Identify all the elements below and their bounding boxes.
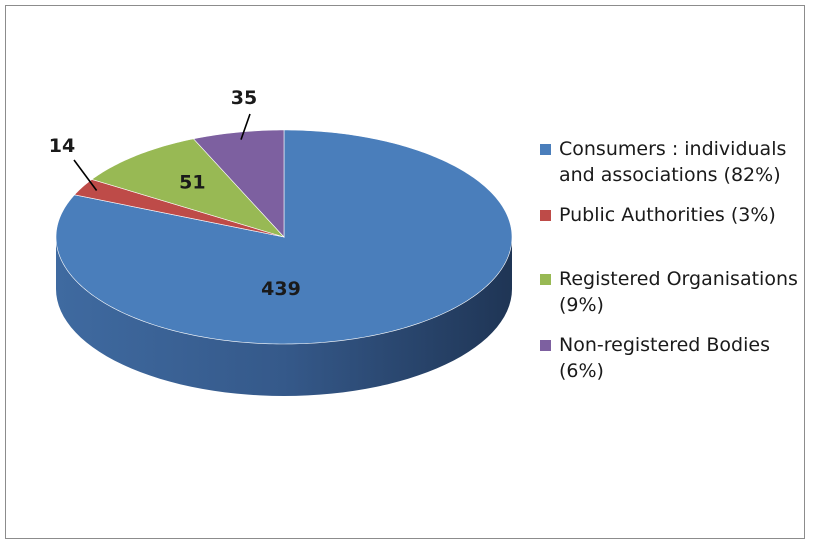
legend-swatch-registered-organisations — [540, 274, 551, 285]
legend-label-registered-organisations: Registered Organisations (9%) — [559, 268, 798, 316]
pie-slice-registered-organisations — [91, 138, 285, 238]
legend-swatch-non-registered-bodies — [540, 340, 551, 351]
leader-line-non-registered-bodies — [240, 113, 251, 140]
legend-swatch-consumers — [540, 144, 551, 155]
pie-labels: 439 14 51 35 — [49, 87, 301, 300]
pie-slice-non-registered-bodies — [192, 129, 285, 238]
pie-side-consumers — [56, 237, 512, 396]
pie-leaders — [73, 113, 251, 191]
data-label-registered-organisations: 51 — [179, 172, 205, 194]
legend-label-public-authorities: Public Authorities (3%) — [559, 204, 776, 226]
legend-swatch-public-authorities — [540, 210, 551, 221]
data-label-public-authorities: 14 — [49, 135, 75, 157]
legend-label-consumers: Consumers : individuals and associations… — [559, 138, 787, 186]
legend-item-non-registered-bodies: Non-registered Bodies (6%) — [540, 332, 802, 384]
legend-item-consumers: Consumers : individuals and associations… — [540, 136, 802, 188]
data-label-non-registered-bodies: 35 — [231, 87, 257, 109]
pie-side — [56, 237, 512, 396]
legend-item-public-authorities: Public Authorities (3%) — [540, 202, 802, 228]
data-label-consumers: 439 — [261, 278, 301, 300]
legend: Consumers : individuals and associations… — [540, 136, 802, 398]
legend-label-non-registered-bodies: Non-registered Bodies (6%) — [559, 334, 770, 382]
legend-item-registered-organisations: Registered Organisations (9%) — [540, 266, 802, 318]
leader-line-public-authorities — [73, 159, 98, 191]
pie-top — [55, 129, 513, 345]
